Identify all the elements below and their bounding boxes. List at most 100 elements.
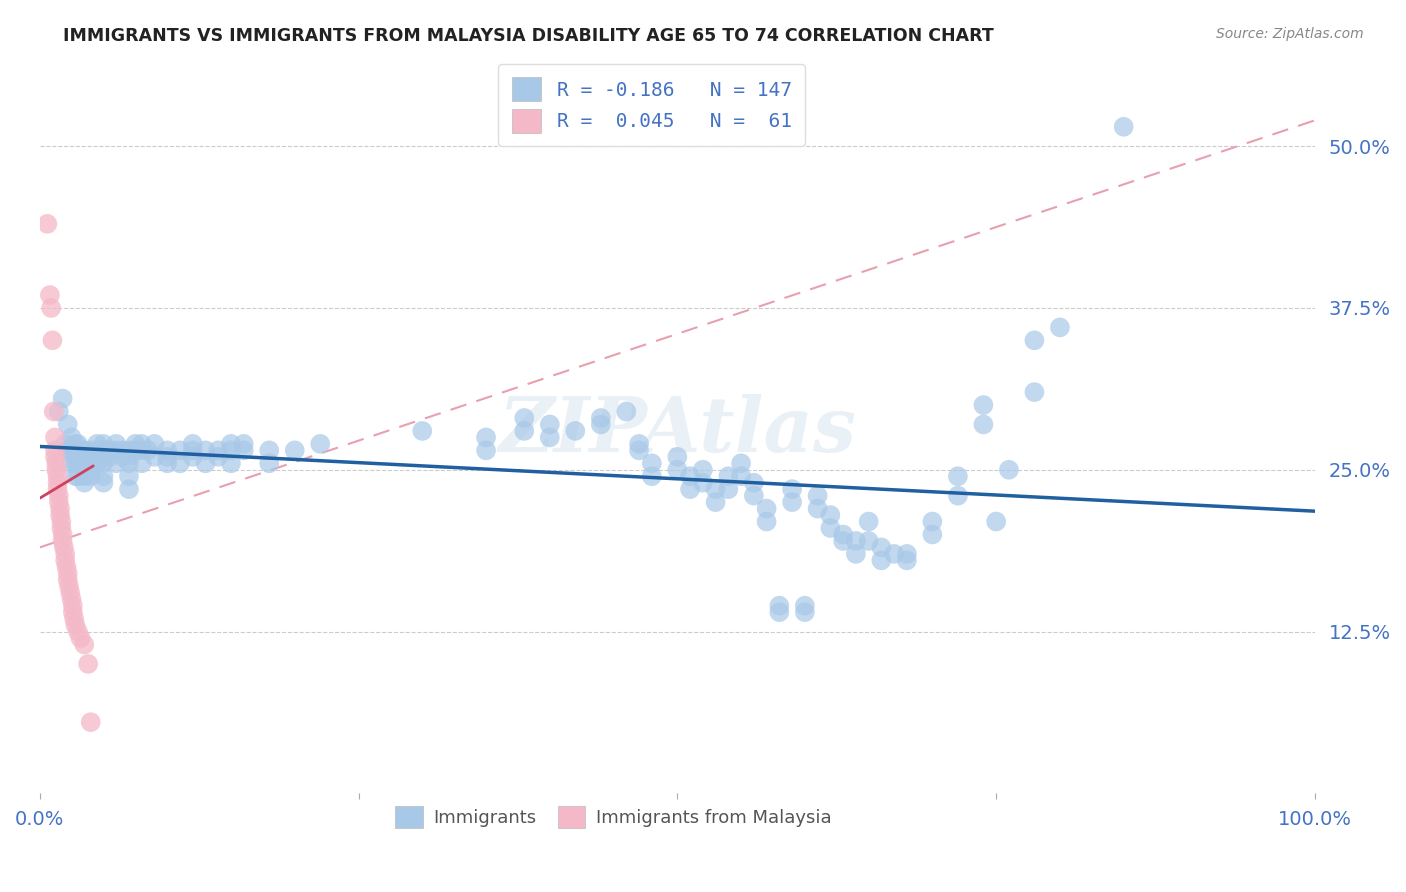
Point <box>921 515 943 529</box>
Point <box>194 456 217 470</box>
Point <box>257 443 280 458</box>
Point <box>143 437 166 451</box>
Point <box>309 437 332 451</box>
Point <box>181 437 204 451</box>
Point <box>513 411 536 425</box>
Point <box>111 450 134 464</box>
Point <box>692 463 714 477</box>
Point <box>730 469 752 483</box>
Point <box>858 533 880 548</box>
Legend: Immigrants, Immigrants from Malaysia: Immigrants, Immigrants from Malaysia <box>388 798 839 835</box>
Point <box>768 599 790 613</box>
Point <box>44 450 66 464</box>
Point <box>55 559 77 574</box>
Point <box>93 456 115 470</box>
Point <box>921 527 943 541</box>
Point <box>832 527 855 541</box>
Point <box>207 443 229 458</box>
Point <box>1112 120 1135 134</box>
Point <box>56 443 79 458</box>
Point <box>73 475 96 490</box>
Point <box>86 437 108 451</box>
Point <box>717 482 740 496</box>
Point <box>73 450 96 464</box>
Point <box>972 398 994 412</box>
Point <box>93 443 115 458</box>
Point <box>66 469 89 483</box>
Point <box>56 566 79 581</box>
Point <box>65 456 87 470</box>
Point <box>169 456 191 470</box>
Point <box>46 482 69 496</box>
Point <box>156 450 179 464</box>
Point <box>768 605 790 619</box>
Point <box>65 437 87 451</box>
Point <box>257 456 280 470</box>
Point <box>44 443 66 458</box>
Text: ZIPAtlas: ZIPAtlas <box>498 394 856 468</box>
Point <box>80 456 103 470</box>
Point <box>65 618 87 632</box>
Point <box>870 541 893 555</box>
Point <box>832 533 855 548</box>
Point <box>807 501 830 516</box>
Point <box>628 443 651 458</box>
Point <box>131 437 153 451</box>
Point <box>46 475 69 490</box>
Point <box>641 469 664 483</box>
Point <box>42 404 65 418</box>
Point <box>118 456 141 470</box>
Point <box>730 456 752 470</box>
Point <box>80 469 103 483</box>
Point <box>742 475 765 490</box>
Point <box>641 456 664 470</box>
Point <box>105 437 128 451</box>
Point <box>614 404 637 418</box>
Point <box>118 443 141 458</box>
Point <box>207 450 229 464</box>
Point <box>86 456 108 470</box>
Point <box>219 437 242 451</box>
Point <box>896 547 918 561</box>
Point <box>93 475 115 490</box>
Point <box>51 515 73 529</box>
Point <box>143 450 166 464</box>
Point <box>48 404 70 418</box>
Point <box>169 443 191 458</box>
Point <box>780 482 803 496</box>
Point <box>704 482 727 496</box>
Point <box>717 469 740 483</box>
Point <box>80 443 103 458</box>
Point <box>39 301 62 315</box>
Point <box>156 443 179 458</box>
Point <box>136 443 159 458</box>
Point <box>666 450 689 464</box>
Point <box>66 443 89 458</box>
Point <box>692 475 714 490</box>
Point <box>742 489 765 503</box>
Point <box>70 450 93 464</box>
Point <box>870 553 893 567</box>
Point <box>883 547 905 561</box>
Point <box>46 469 69 483</box>
Point <box>41 334 63 348</box>
Point <box>80 463 103 477</box>
Point <box>56 417 79 432</box>
Point <box>946 489 969 503</box>
Point <box>86 443 108 458</box>
Point <box>98 450 121 464</box>
Point <box>52 541 75 555</box>
Point <box>45 463 67 477</box>
Point <box>131 443 153 458</box>
Point <box>38 288 60 302</box>
Point <box>48 489 70 503</box>
Point <box>807 489 830 503</box>
Point <box>53 437 76 451</box>
Point <box>53 547 76 561</box>
Point <box>475 430 498 444</box>
Point <box>156 456 179 470</box>
Point <box>53 553 76 567</box>
Point <box>49 501 72 516</box>
Point <box>1049 320 1071 334</box>
Point <box>666 463 689 477</box>
